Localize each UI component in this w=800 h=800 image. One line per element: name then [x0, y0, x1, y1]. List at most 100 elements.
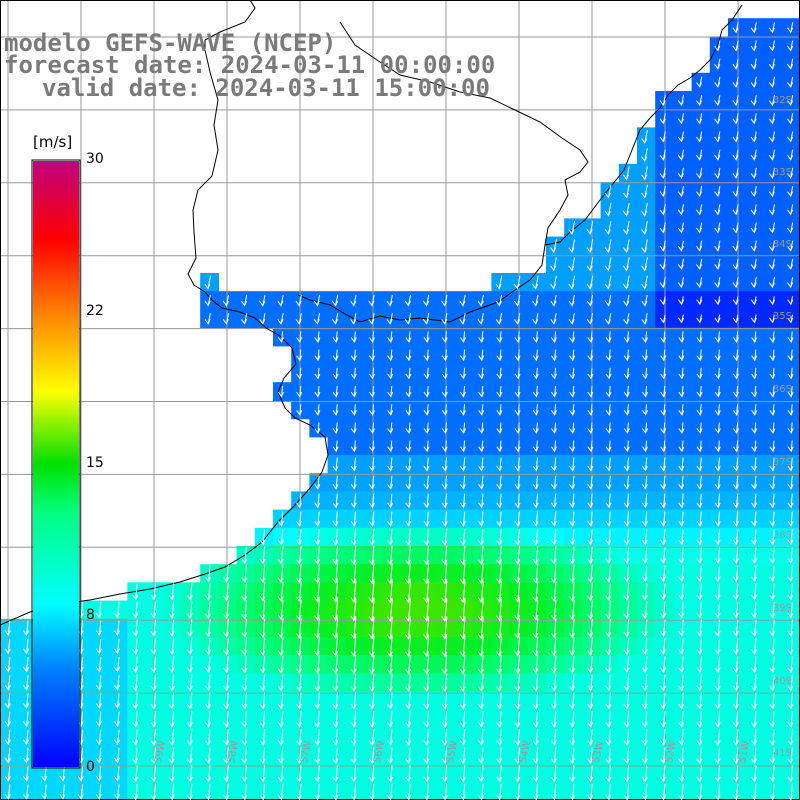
- wind-arrow: [496, 765, 503, 783]
- wind-arrow: [168, 674, 175, 692]
- wind-arrow: [569, 349, 576, 362]
- wind-arrow: [696, 367, 703, 380]
- wind-arrow: [132, 619, 139, 637]
- wind-arrow: [350, 655, 357, 675]
- wind-arrow: [368, 404, 375, 416]
- wind-arrow: [496, 367, 503, 380]
- wind-arrow: [677, 204, 684, 216]
- wind-arrow: [150, 765, 157, 783]
- wind-arrow: [641, 457, 648, 472]
- wind-arrow: [550, 313, 557, 325]
- wind-arrow: [77, 601, 84, 619]
- wind-arrow: [295, 529, 302, 546]
- wind-arrow: [95, 729, 102, 746]
- wind-arrow: [768, 167, 775, 179]
- wind-arrow: [332, 747, 339, 765]
- wind-arrow: [550, 581, 557, 603]
- wind-arrow: [769, 331, 776, 344]
- wind-arrow: [332, 563, 339, 585]
- wind-arrow: [678, 547, 685, 564]
- wind-arrow: [768, 58, 775, 70]
- wind-arrow: [350, 598, 357, 622]
- wind-arrow: [732, 404, 739, 416]
- wind-arrow: [696, 710, 703, 728]
- wind-arrow: [423, 710, 430, 728]
- wind-arrow: [641, 313, 648, 325]
- wind-arrow: [259, 313, 266, 325]
- wind-arrow: [132, 765, 139, 783]
- wind-arrow: [204, 692, 211, 710]
- wind-arrow: [787, 440, 794, 453]
- wind-arrow: [513, 313, 521, 325]
- wind-arrow: [77, 766, 84, 782]
- wind-arrow: [295, 692, 302, 710]
- wind-arrow: [659, 565, 666, 583]
- wind-arrow: [696, 729, 703, 747]
- wind-arrow: [787, 547, 794, 564]
- wind-arrow: [405, 747, 412, 765]
- wind-arrow: [732, 296, 739, 306]
- wind-arrow: [441, 654, 448, 675]
- wind-arrow: [532, 674, 539, 692]
- wind-arrow: [641, 583, 648, 601]
- wind-arrow: [514, 493, 521, 509]
- wind-arrow: [750, 692, 757, 710]
- wind-arrow: [532, 349, 539, 362]
- wind-arrow: [623, 440, 630, 453]
- wind-arrow: [787, 349, 794, 362]
- wind-arrow: [22, 748, 30, 764]
- wind-arrow: [623, 601, 630, 620]
- wind-arrow: [331, 313, 339, 325]
- wind-arrow: [787, 529, 794, 546]
- wind-arrow: [768, 258, 775, 270]
- wind-arrow: [732, 240, 739, 252]
- wind-arrow: [150, 656, 157, 674]
- wind-arrow: [113, 638, 121, 655]
- wind-arrow: [259, 710, 266, 728]
- wind-arrow: [350, 765, 357, 783]
- wind-arrow: [313, 563, 321, 584]
- wind-arrow: [660, 440, 667, 453]
- wind-arrow: [750, 314, 757, 324]
- wind-arrow: [568, 239, 576, 254]
- wind-arrow: [641, 656, 648, 674]
- wind-arrow: [350, 563, 357, 585]
- wind-arrow: [405, 440, 412, 453]
- wind-arrow: [586, 220, 594, 235]
- wind-arrow: [751, 457, 758, 472]
- wind-arrow: [368, 457, 375, 472]
- wind-arrow: [769, 765, 776, 783]
- wind-arrow: [332, 692, 339, 710]
- wind-arrow: [514, 563, 521, 584]
- wind-arrow: [22, 784, 30, 800]
- wind-arrow: [477, 636, 484, 658]
- wind-arrow: [696, 583, 703, 601]
- wind-arrow: [477, 313, 484, 325]
- wind-arrow: [386, 692, 393, 710]
- wind-arrow: [769, 349, 776, 362]
- wind-arrow: [386, 654, 393, 675]
- wind-arrow: [223, 656, 230, 674]
- wind-arrow: [696, 493, 703, 509]
- wind-arrow: [732, 457, 739, 472]
- wind-arrow: [422, 294, 430, 307]
- wind-arrow: [241, 655, 248, 674]
- wind-arrow: [368, 729, 375, 747]
- wind-arrow: [750, 76, 757, 88]
- wind-arrow: [113, 675, 121, 691]
- wind-arrow: [714, 95, 721, 107]
- wind-arrow: [677, 186, 684, 198]
- wind-arrow: [605, 729, 612, 747]
- wind-arrow: [204, 747, 211, 765]
- wind-arrow: [186, 638, 193, 656]
- wind-arrow: [22, 766, 30, 782]
- wind-arrow: [569, 404, 576, 416]
- wind-arrow: [186, 729, 193, 747]
- wind-arrow: [587, 529, 594, 546]
- wind-arrow: [769, 529, 776, 546]
- wind-arrow: [623, 457, 630, 472]
- wind-arrow: [787, 475, 794, 490]
- wind-arrow: [714, 440, 721, 453]
- wind-arrow: [386, 528, 393, 547]
- wind-arrow: [514, 349, 521, 362]
